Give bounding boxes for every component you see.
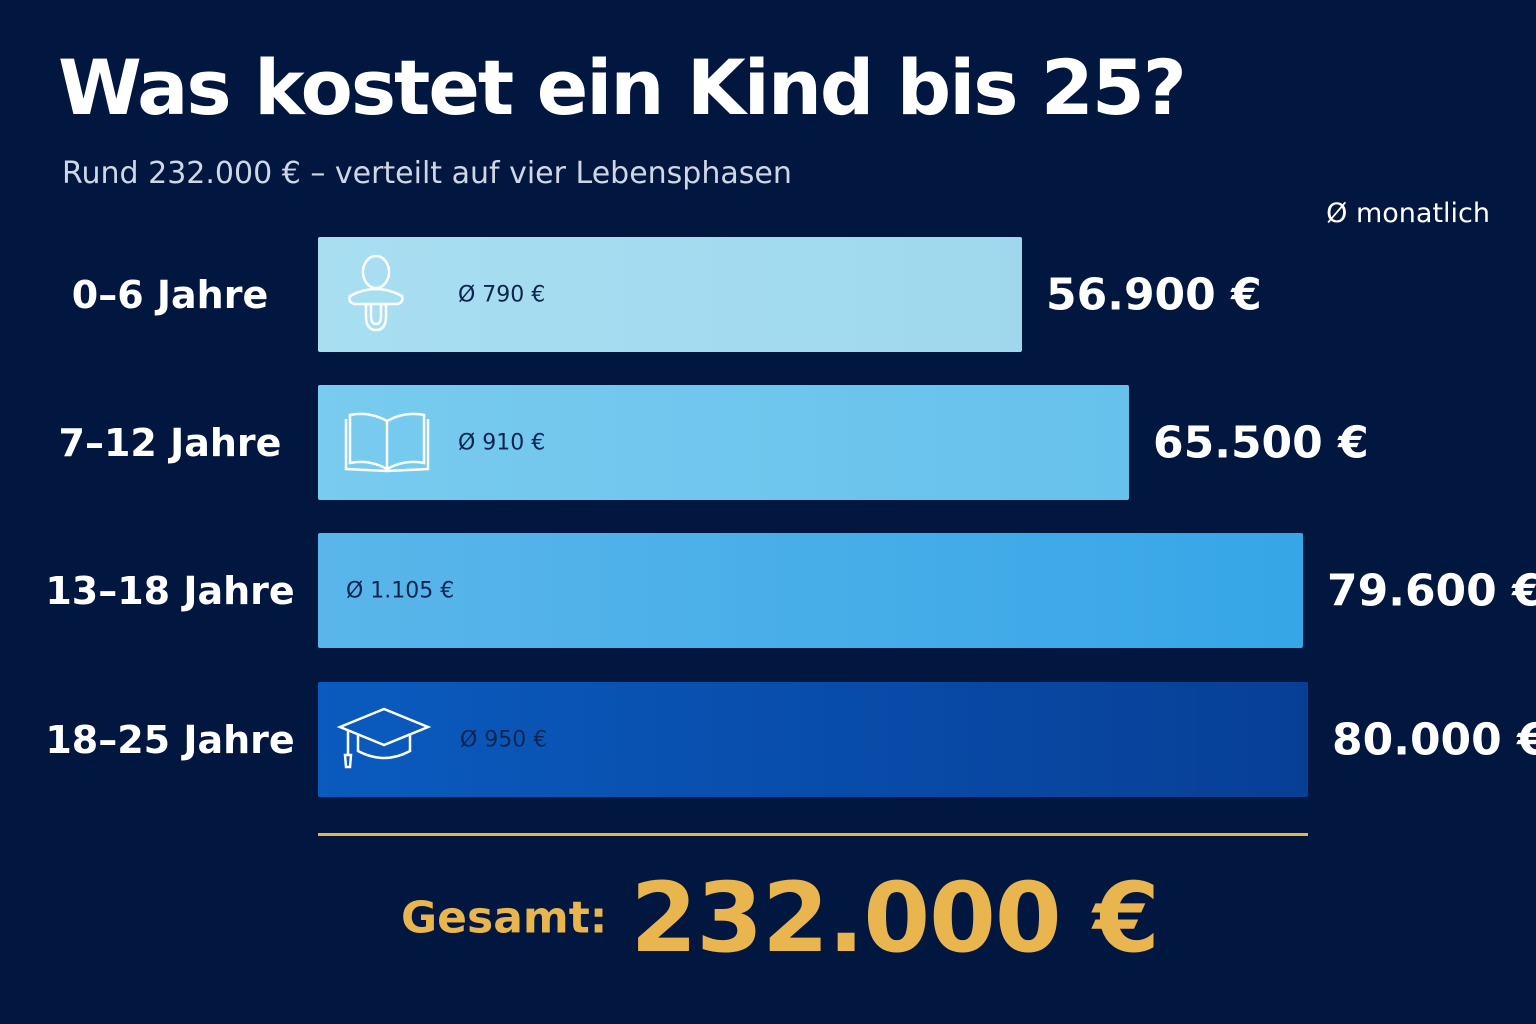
book-icon [344,409,430,477]
monthly-average-label: Ø 950 € [460,727,548,752]
graduation-cap-icon [336,703,432,777]
chart-subtitle: Rund 232.000 € – verteilt auf vier Leben… [62,156,792,191]
total-divider [318,833,1308,836]
chart-bar: Ø 790 € [318,237,1022,352]
total-value: 232.000 € [630,862,1159,974]
chart-title: Was kostet ein Kind bis 25? [58,43,1187,132]
category-label: 7–12 Jahre [58,420,282,465]
monthly-average-label: Ø 790 € [458,282,546,307]
bar-value-label: 65.500 € [1153,417,1369,468]
monthly-average-label: Ø 1.105 € [346,578,455,603]
chart-bar: Ø 1.105 € [318,533,1303,648]
category-label: 0–6 Jahre [71,272,269,317]
total-summary: Gesamt: 232.000 € [0,862,1536,974]
monthly-legend-note: Ø monatlich [1326,198,1490,229]
chart-bar: Ø 910 € [318,385,1129,500]
pacifier-icon [344,252,408,338]
bar-value-label: 56.900 € [1046,269,1262,320]
bar-value-label: 79.600 € [1327,565,1536,616]
total-label: Gesamt: [401,892,608,944]
category-label: 13–18 Jahre [45,568,295,613]
monthly-average-label: Ø 910 € [458,430,546,455]
bar-value-label: 80.000 € [1332,714,1536,765]
category-label: 18–25 Jahre [45,717,295,762]
chart-bar: Ø 950 € [318,682,1308,797]
